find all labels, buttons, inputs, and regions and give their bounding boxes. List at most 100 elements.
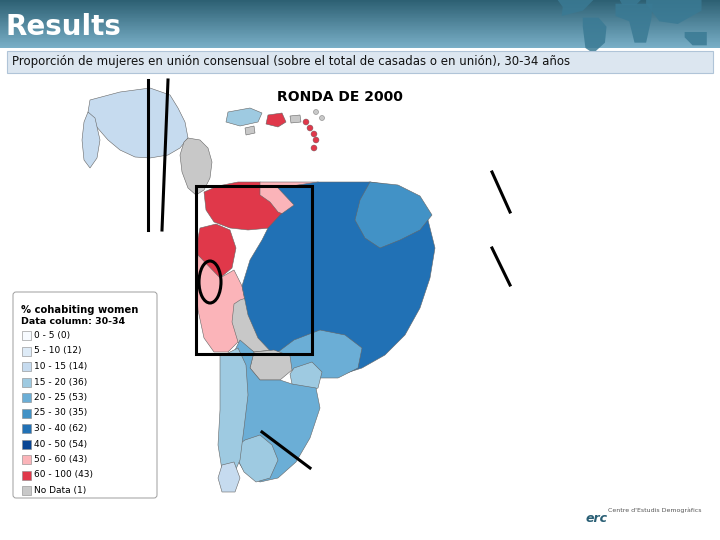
Bar	[0, 9, 720, 10]
Polygon shape	[641, 0, 701, 24]
Bar	[0, 13, 720, 14]
Polygon shape	[242, 182, 435, 375]
Bar	[0, 10, 720, 11]
Bar	[0, 17, 720, 18]
Text: Data column: 30-34: Data column: 30-34	[21, 317, 125, 326]
Text: 50 - 60 (43): 50 - 60 (43)	[34, 455, 87, 464]
Bar	[0, 31, 720, 32]
Bar	[0, 18, 720, 19]
Text: 40 - 50 (54): 40 - 50 (54)	[34, 440, 87, 449]
Bar	[22, 377, 31, 387]
Text: 15 - 20 (36): 15 - 20 (36)	[34, 377, 87, 387]
Text: 0 - 5 (0): 0 - 5 (0)	[34, 331, 70, 340]
Polygon shape	[582, 18, 606, 53]
Bar	[0, 24, 720, 25]
Bar	[0, 35, 720, 36]
Bar	[0, 38, 720, 39]
Bar	[0, 40, 720, 41]
Circle shape	[307, 125, 313, 131]
Bar	[0, 25, 720, 27]
Polygon shape	[180, 138, 212, 195]
Text: 60 - 100 (43): 60 - 100 (43)	[34, 470, 93, 480]
Text: 5 - 10 (12): 5 - 10 (12)	[34, 347, 81, 355]
Bar	[0, 47, 720, 49]
Bar	[0, 45, 720, 46]
Bar	[22, 347, 31, 355]
Polygon shape	[237, 435, 278, 482]
Polygon shape	[278, 330, 362, 378]
Text: 10 - 15 (14): 10 - 15 (14)	[34, 362, 87, 371]
Polygon shape	[196, 255, 248, 352]
Bar	[0, 22, 720, 23]
Polygon shape	[82, 112, 100, 168]
Bar	[22, 393, 31, 402]
Polygon shape	[685, 32, 707, 45]
Bar	[0, 15, 720, 17]
Bar	[0, 0, 720, 1]
Polygon shape	[355, 182, 432, 248]
Circle shape	[340, 206, 348, 214]
Bar	[22, 362, 31, 371]
Circle shape	[303, 119, 309, 125]
Bar	[0, 25, 720, 26]
Polygon shape	[260, 182, 345, 220]
Bar	[0, 37, 720, 38]
Bar	[0, 11, 720, 12]
Bar	[0, 43, 720, 44]
Polygon shape	[554, 0, 593, 16]
Polygon shape	[290, 362, 322, 392]
Polygon shape	[222, 340, 320, 482]
Bar	[0, 41, 720, 42]
Bar	[0, 75, 720, 540]
Polygon shape	[218, 348, 248, 478]
Bar	[0, 22, 720, 24]
Circle shape	[320, 116, 325, 120]
Polygon shape	[218, 462, 240, 492]
FancyBboxPatch shape	[7, 51, 713, 73]
Polygon shape	[232, 292, 292, 352]
Polygon shape	[226, 108, 262, 126]
Circle shape	[311, 131, 317, 137]
Bar	[0, 35, 720, 37]
Bar	[0, 39, 720, 40]
Text: Proporción de mujeres en unión consensual (sobre el total de casadas o en unión): Proporción de mujeres en unión consensua…	[12, 56, 570, 69]
Bar	[0, 18, 720, 19]
Bar	[0, 42, 720, 43]
Text: % cohabiting women: % cohabiting women	[21, 305, 138, 315]
Bar	[0, 6, 720, 8]
Circle shape	[313, 137, 319, 143]
Polygon shape	[290, 115, 301, 123]
Polygon shape	[198, 224, 236, 278]
Text: Results: Results	[6, 13, 122, 41]
Bar	[0, 30, 720, 31]
Bar	[0, 12, 720, 14]
Bar	[0, 33, 720, 34]
Bar	[0, 44, 720, 45]
Bar	[0, 26, 720, 28]
Bar	[22, 486, 31, 495]
Bar	[0, 20, 720, 21]
Bar	[196, 186, 312, 354]
Bar	[22, 470, 31, 480]
Bar	[0, 33, 720, 35]
Bar	[0, 23, 720, 24]
Circle shape	[313, 110, 318, 114]
Bar	[0, 10, 720, 12]
Bar	[0, 32, 720, 33]
Bar	[0, 2, 720, 3]
Bar	[22, 424, 31, 433]
Polygon shape	[620, 0, 646, 5]
Text: RONDA DE 2000: RONDA DE 2000	[277, 90, 403, 104]
Bar	[0, 19, 720, 21]
Polygon shape	[266, 113, 286, 127]
Bar	[0, 7, 720, 9]
Polygon shape	[616, 4, 652, 43]
Bar	[0, 2, 720, 4]
Bar	[0, 29, 720, 30]
Text: 30 - 40 (62): 30 - 40 (62)	[34, 424, 87, 433]
Bar	[0, 36, 720, 37]
Bar	[0, 1, 720, 2]
Bar	[0, 38, 720, 40]
Bar	[0, 46, 720, 48]
Text: Centre d'Estudis Demogràfics: Centre d'Estudis Demogràfics	[608, 507, 702, 513]
